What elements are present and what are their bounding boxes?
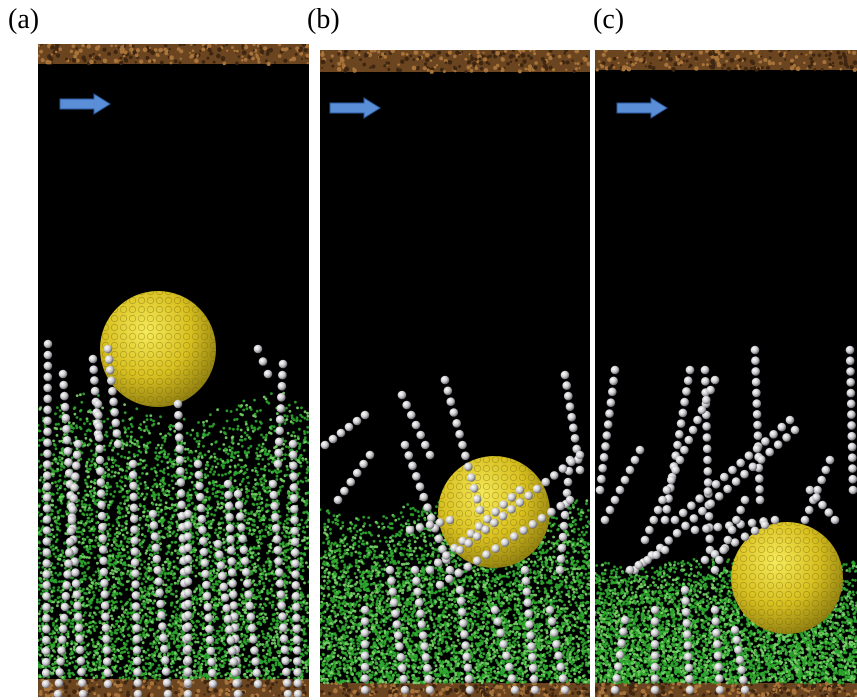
polymer-chain: [545, 605, 570, 695]
polymer-chain: [41, 339, 53, 689]
polymer-chain: [520, 565, 540, 695]
polymer-chain: [183, 509, 193, 697]
polymer-chain: [750, 345, 765, 505]
polymer-chain: [148, 509, 173, 697]
polymer-chain: [253, 344, 273, 379]
polymer-chain: [103, 344, 123, 449]
panel-label-b: (b): [307, 4, 340, 35]
simulation-panel-a: [38, 44, 309, 697]
panel-label-a: (a): [8, 4, 40, 35]
polymer-chain: [193, 459, 218, 689]
polymer-chain: [600, 445, 645, 525]
top-wall: [595, 50, 857, 73]
polymer-chain: [400, 440, 455, 575]
nanoparticle: [731, 522, 843, 634]
polymer-chain: [710, 495, 750, 575]
polymer-chain: [560, 370, 585, 475]
polymer-chain: [805, 485, 840, 525]
polymer-chain: [435, 495, 575, 590]
flow-arrow-icon: [59, 93, 111, 115]
top-wall: [38, 44, 309, 66]
polymer-chain: [320, 410, 370, 450]
polymer-chain: [58, 369, 88, 697]
polymer-chain: [670, 415, 795, 525]
polymer-chain: [710, 605, 725, 695]
polymer-chain: [640, 375, 720, 545]
polymer-chain: [455, 585, 475, 695]
polymer-chain: [385, 565, 410, 695]
nanoparticle: [100, 291, 216, 407]
polymer-chain: [455, 450, 585, 555]
polymer-chain: [233, 489, 263, 689]
polymer-chain: [610, 615, 630, 695]
simulation-render-a: [38, 44, 309, 697]
polymer-chain: [268, 479, 293, 697]
simulation-panel-c: [595, 50, 857, 697]
flow-arrow-icon: [329, 97, 381, 119]
panel-label-c: (c): [593, 4, 625, 35]
polymer-chain: [410, 565, 435, 695]
polymer-chain: [680, 585, 695, 695]
polymer-chain: [273, 359, 288, 469]
polymer-chain: [397, 390, 435, 460]
polymer-chain: [333, 450, 375, 505]
polymer-chain: [53, 439, 83, 697]
bottom-wall: [320, 680, 590, 697]
polymer-chain: [128, 459, 143, 697]
polymer-chain: [630, 425, 800, 575]
polymer-chain: [360, 605, 370, 695]
bottom-wall: [595, 680, 857, 697]
simulation-render-b: [320, 50, 590, 697]
polymer-chain: [490, 605, 520, 695]
polymer-chain: [93, 399, 113, 689]
polymer-chain: [555, 455, 575, 575]
top-wall: [320, 50, 590, 74]
polymer-chain: [440, 375, 485, 515]
polymer-chain: [405, 515, 455, 535]
flow-arrow-icon: [616, 97, 668, 119]
polymer-chain: [425, 485, 525, 575]
polymer-chain: [625, 545, 670, 575]
polymer-chain: [800, 455, 835, 525]
polymer-chain: [730, 625, 750, 695]
polymer-chain: [595, 365, 620, 495]
simulation-panel-b: [320, 50, 590, 697]
bottom-wall: [38, 677, 309, 697]
polymer-chain: [213, 539, 243, 697]
polymer-chain: [845, 345, 857, 495]
polymer-chain: [288, 439, 303, 697]
simulation-render-c: [595, 50, 857, 697]
polymer-chain: [650, 605, 660, 695]
